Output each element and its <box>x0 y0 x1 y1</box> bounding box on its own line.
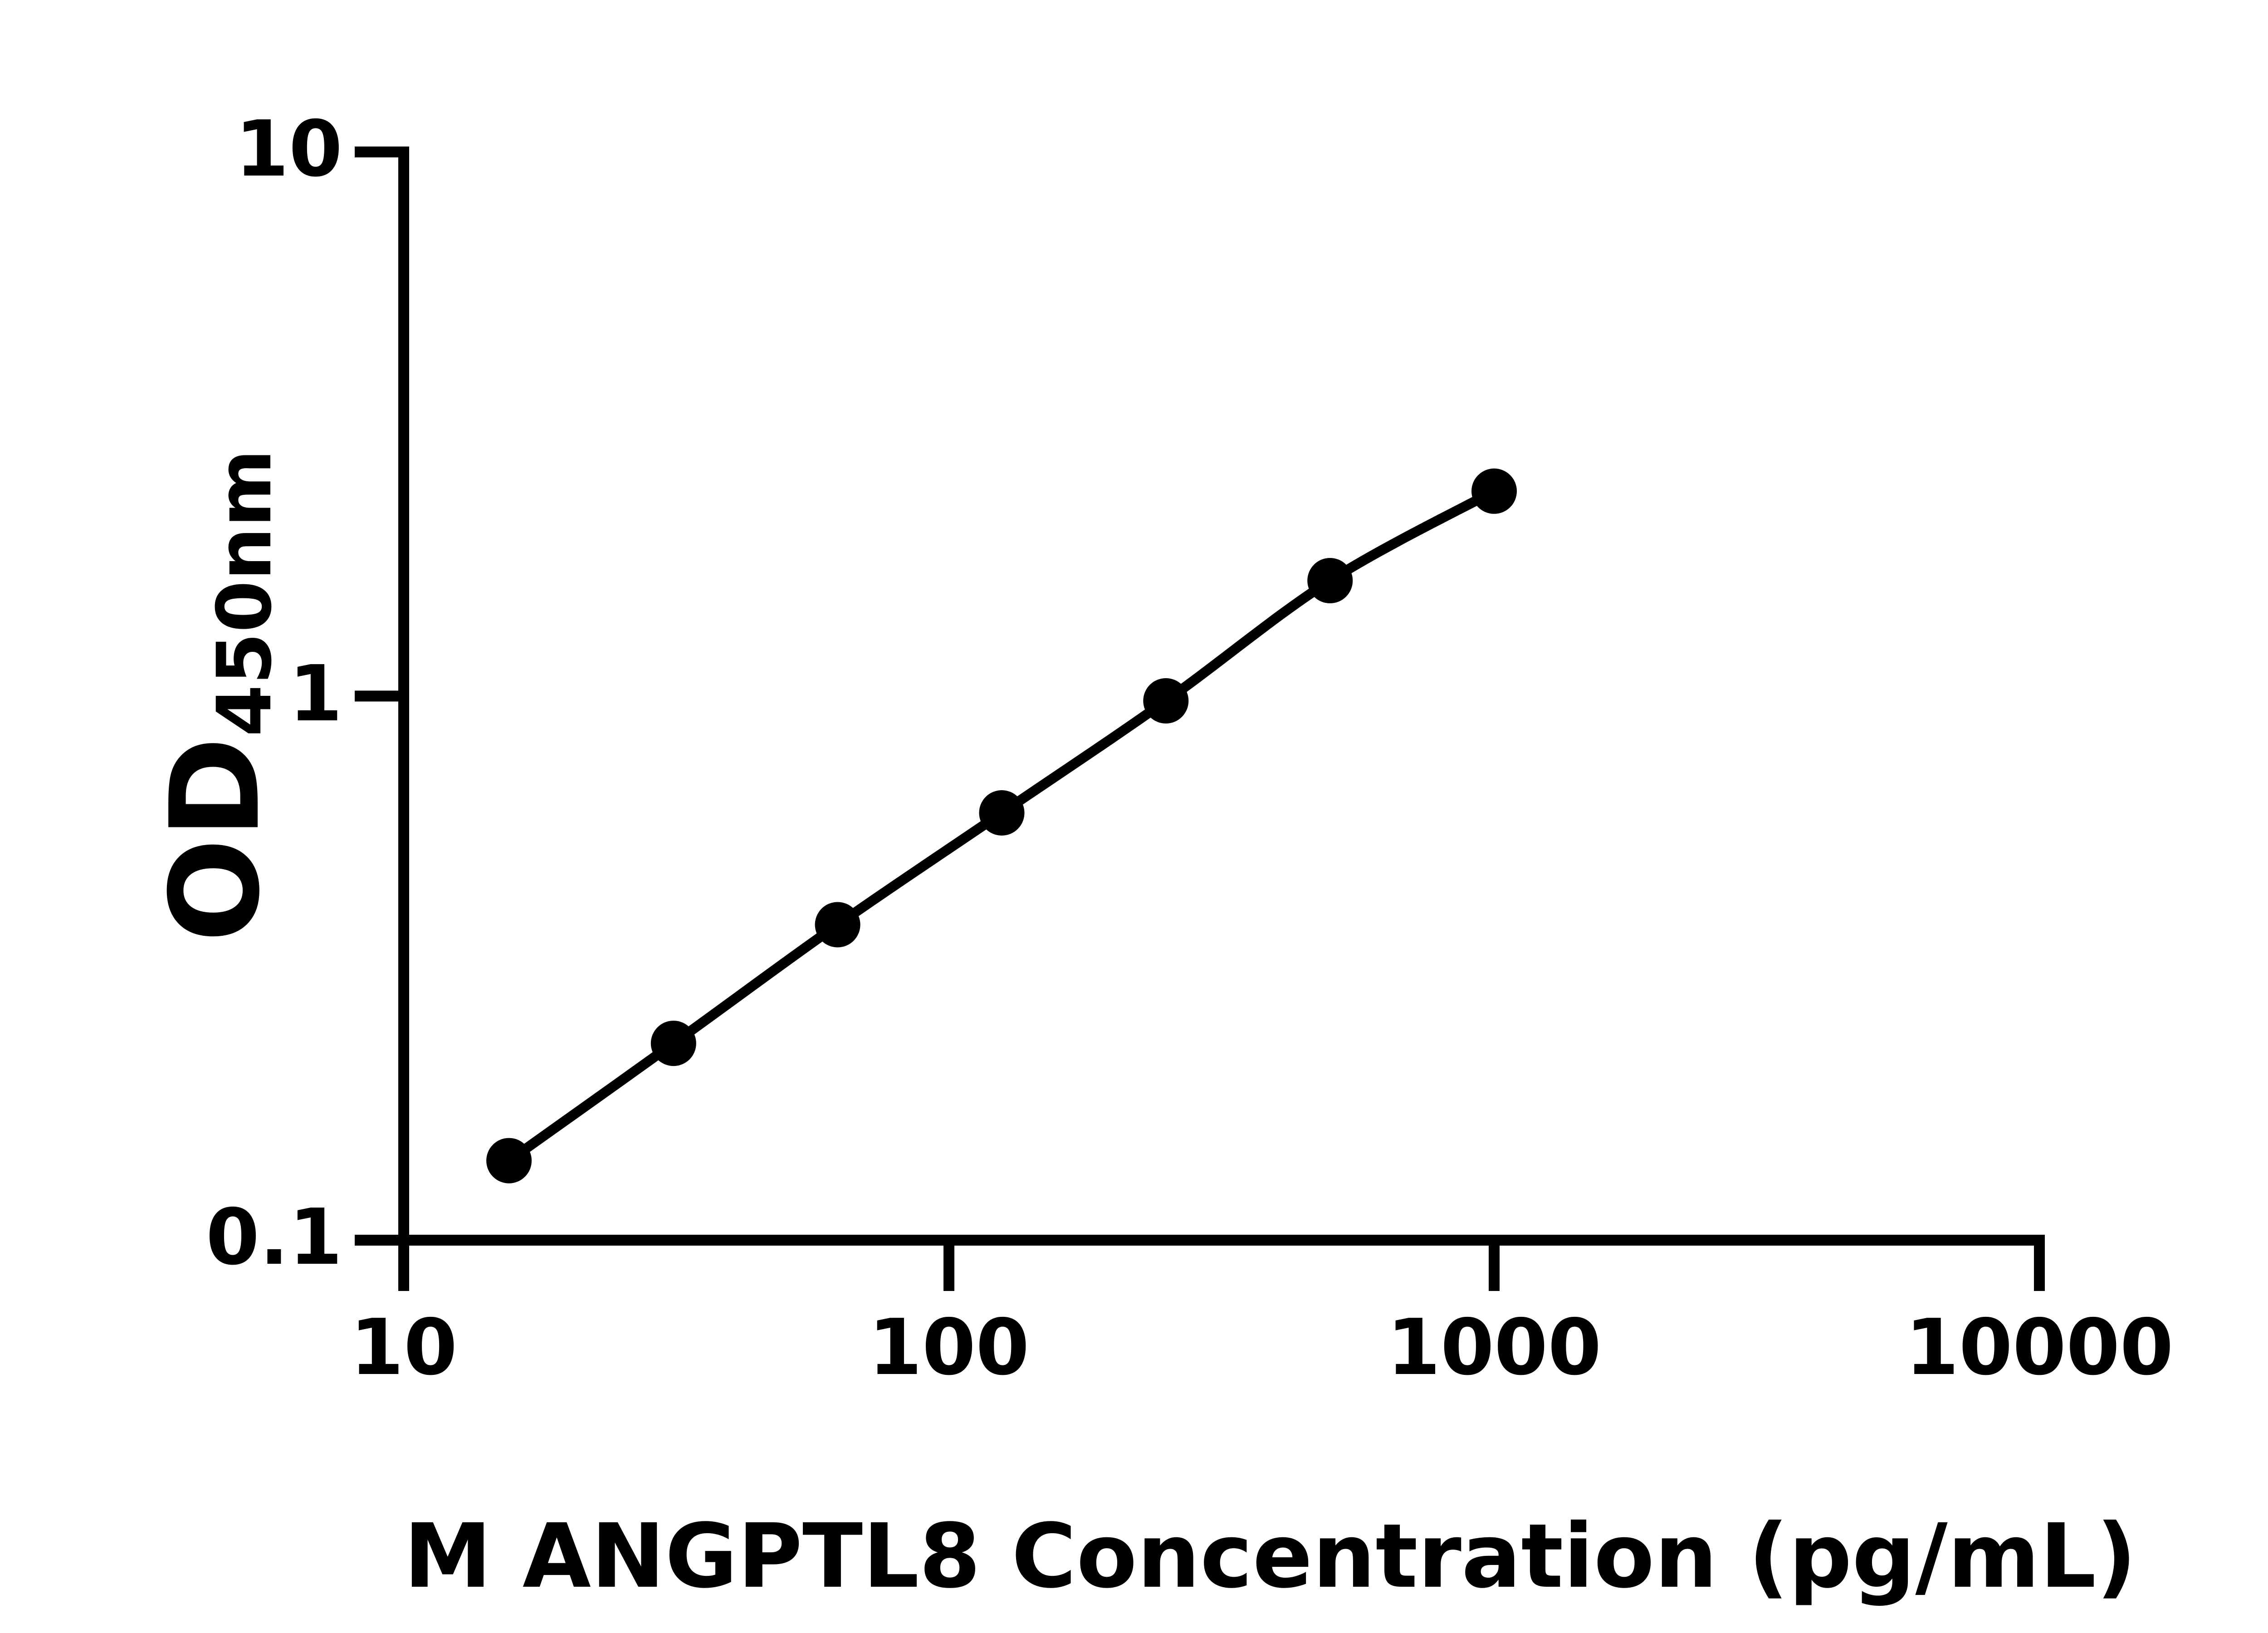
data-point-6 <box>1307 558 1353 603</box>
data-point-7 <box>1471 468 1517 514</box>
x-tick-label-1000: 1000 <box>1387 1303 1602 1393</box>
x-tick-label-10000: 10000 <box>1905 1303 2174 1393</box>
y-tick-label-0.1: 0.1 <box>205 1193 342 1282</box>
x-tick-label-100: 100 <box>868 1303 1030 1393</box>
x-axis-title: M ANGPTL8 Concentration (pg/mL) <box>404 1505 2137 1608</box>
x-tick-label-10: 10 <box>350 1303 458 1393</box>
y-tick-label-1: 1 <box>288 649 342 739</box>
data-point-5 <box>1143 678 1189 724</box>
data-point-1 <box>486 1138 532 1183</box>
data-point-4 <box>979 790 1025 836</box>
data-point-3 <box>815 902 860 948</box>
y-axis-title-main: OD <box>144 737 287 943</box>
y-tick-label-10: 10 <box>235 104 342 194</box>
data-point-2 <box>650 1021 696 1066</box>
y-axis-title-subscript: 450nm <box>201 449 288 737</box>
y-axis-title: OD450nm <box>134 378 297 1013</box>
